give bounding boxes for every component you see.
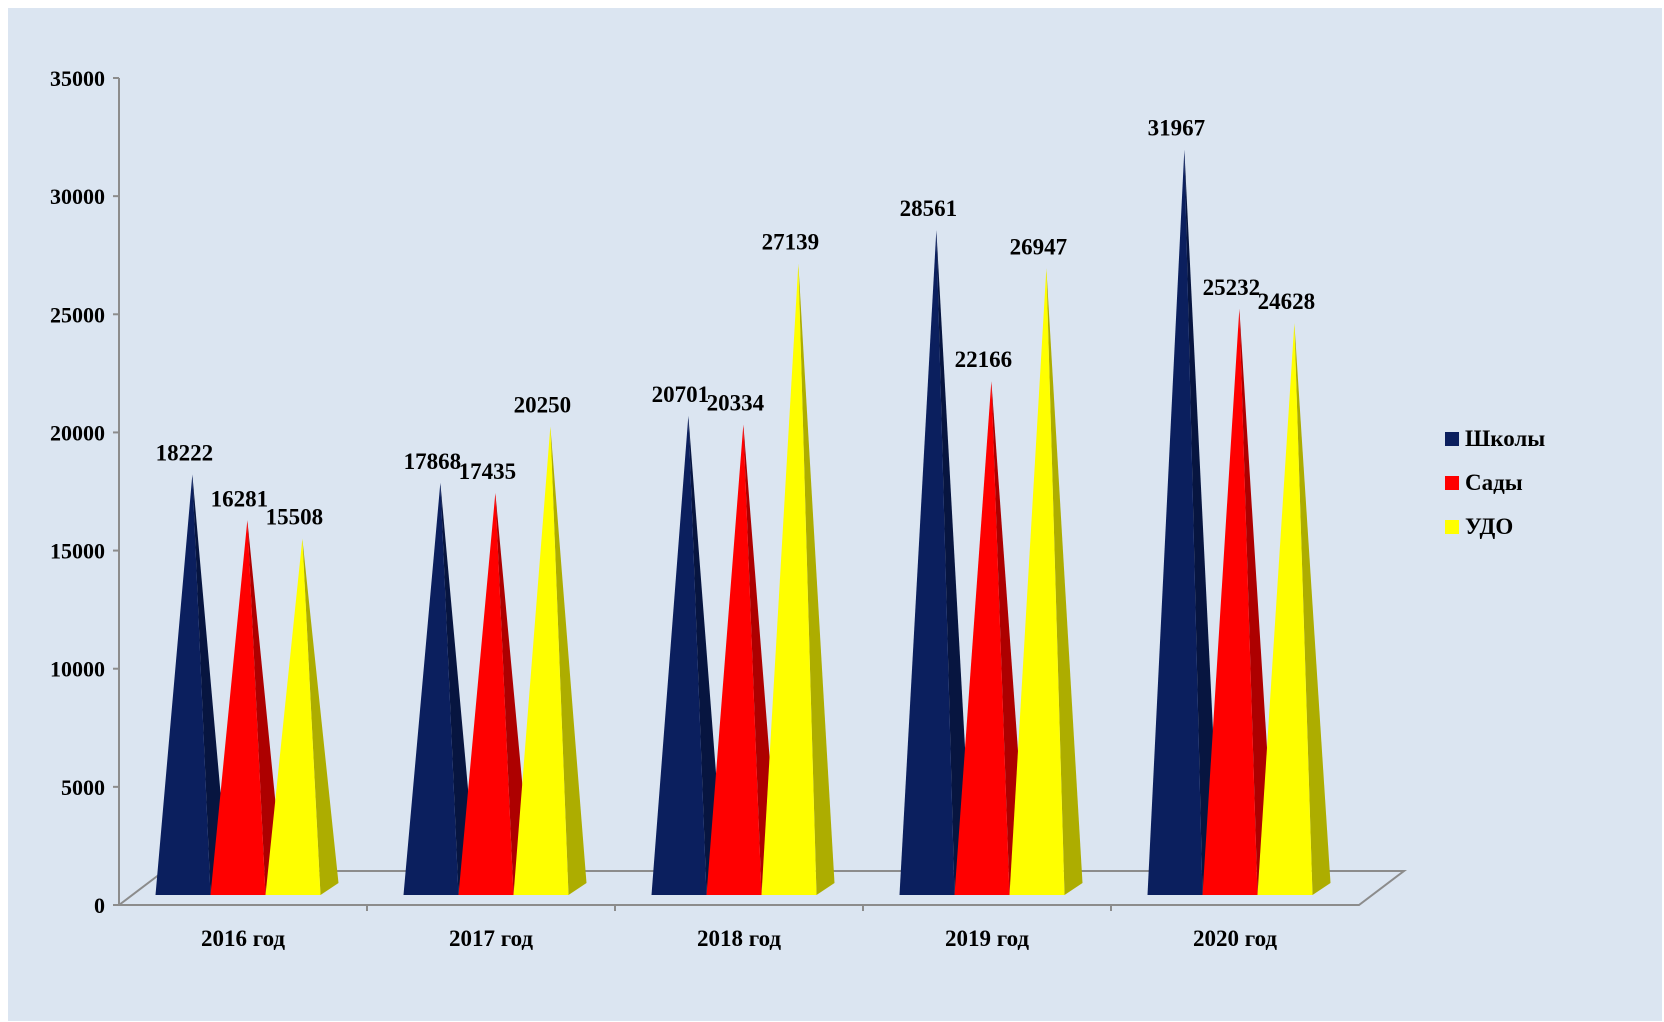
pyramid-side xyxy=(192,474,229,895)
y-tick-label: 20000 xyxy=(50,420,105,445)
pyramid-bar xyxy=(1202,308,1258,895)
y-tick-label: 10000 xyxy=(50,657,105,682)
pyramid-side xyxy=(798,263,835,895)
y-tick-label: 35000 xyxy=(50,66,105,91)
x-category-label: 2019 год xyxy=(945,926,1029,951)
y-tick-label: 5000 xyxy=(61,775,105,800)
pyramid-bar xyxy=(706,424,762,895)
pyramid-side xyxy=(1046,268,1083,895)
x-category-label: 2020 год xyxy=(1193,926,1277,951)
data-label: 16281 xyxy=(211,486,269,511)
pyramid-bar xyxy=(265,538,321,895)
legend-swatch xyxy=(1445,432,1459,446)
pyramid-bar xyxy=(458,493,514,895)
legend-label: Сады xyxy=(1465,470,1523,495)
y-tick-label: 30000 xyxy=(50,184,105,209)
pyramid-side xyxy=(1294,323,1331,895)
pyramid-bar xyxy=(1257,323,1313,895)
y-tick-label: 25000 xyxy=(50,302,105,327)
pyramid-bar xyxy=(513,426,569,895)
data-label: 22166 xyxy=(955,347,1013,372)
data-label: 20250 xyxy=(514,393,572,418)
pyramid-bar xyxy=(761,263,817,895)
data-label: 18222 xyxy=(156,440,214,465)
legend-swatch xyxy=(1445,520,1459,534)
pyramid-side xyxy=(1239,308,1276,895)
data-label: 26947 xyxy=(1010,234,1068,259)
pyramid-bar xyxy=(899,230,955,895)
data-label: 17435 xyxy=(459,459,517,484)
pyramid-side xyxy=(936,230,973,895)
pyramid-bar xyxy=(1147,149,1203,895)
pyramid-side xyxy=(1184,149,1221,895)
legend-label: УДО xyxy=(1465,514,1513,539)
pyramid-side xyxy=(440,482,477,895)
pyramid-side xyxy=(247,520,284,895)
data-label: 28561 xyxy=(900,196,958,221)
pyramid-side xyxy=(550,426,587,895)
pyramid-bar xyxy=(1009,268,1065,895)
data-label: 20701 xyxy=(652,382,710,407)
data-label: 31967 xyxy=(1148,116,1206,141)
pyramid-bar xyxy=(651,415,707,895)
x-category-label: 2018 год xyxy=(697,926,781,951)
pyramid-side xyxy=(688,415,725,895)
pyramid-bar xyxy=(210,520,266,895)
x-category-label: 2016 год xyxy=(201,926,285,951)
data-label: 15508 xyxy=(266,505,324,530)
y-tick-label: 15000 xyxy=(50,539,105,564)
data-label: 24628 xyxy=(1258,289,1316,314)
y-tick-label: 0 xyxy=(94,893,105,918)
data-label: 20334 xyxy=(707,391,765,416)
chart-area: 0 5000 10000 15000 20000 25000 30000 35000 18222… xyxy=(8,8,1662,1021)
pyramid-bar xyxy=(954,381,1010,895)
legend-swatch xyxy=(1445,476,1459,490)
pyramid-bar xyxy=(403,482,459,895)
pyramid-bar xyxy=(155,474,211,895)
data-label: 17868 xyxy=(404,449,462,474)
legend-label: Школы xyxy=(1465,426,1545,451)
pyramid-chart: 0 5000 10000 15000 20000 25000 30000 35000 18222… xyxy=(50,66,1545,951)
data-label: 27139 xyxy=(762,230,820,255)
data-label: 25232 xyxy=(1203,275,1261,300)
pyramid-side xyxy=(302,538,339,895)
x-category-label: 2017 год xyxy=(449,926,533,951)
